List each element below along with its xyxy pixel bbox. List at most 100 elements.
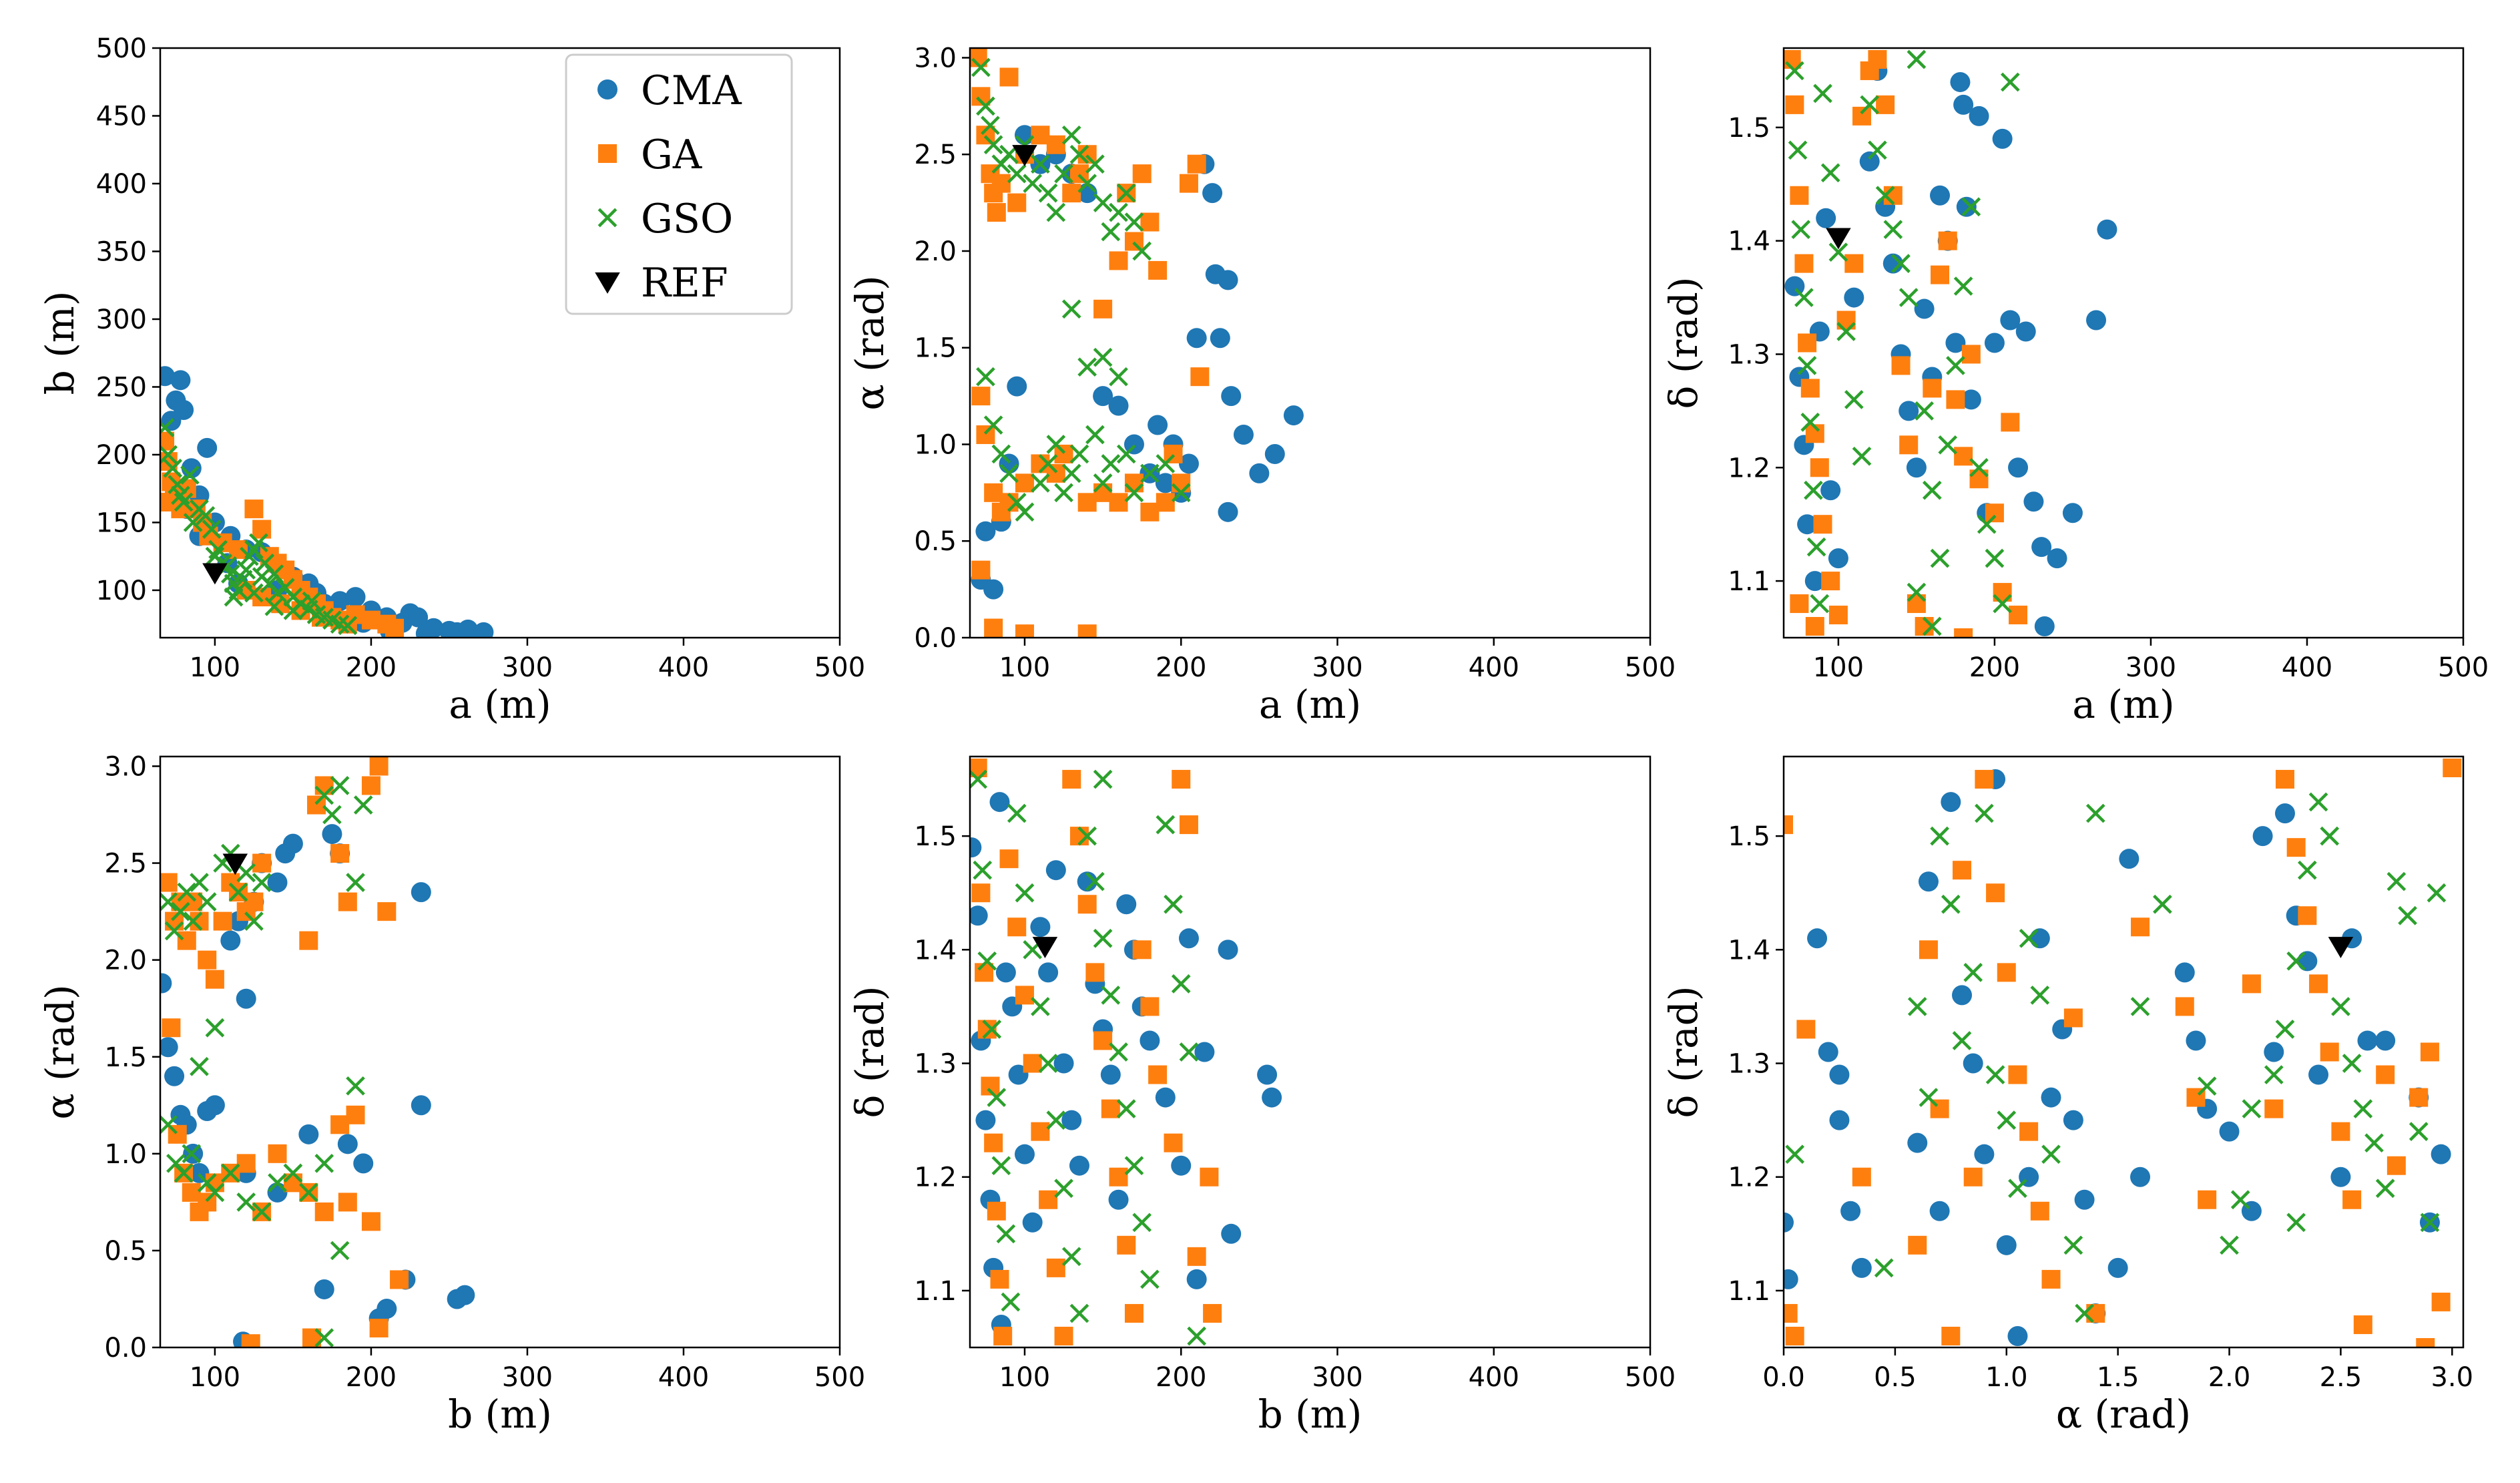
- data-point-gso: [171, 901, 190, 921]
- data-point-ga: [2030, 1201, 2049, 1221]
- data-point-gso: [160, 418, 175, 437]
- data-point-cma: [1178, 928, 1199, 949]
- data-point-ga: [2286, 838, 2306, 857]
- data-point-ga: [1109, 251, 1128, 270]
- y-tick-label: 1.3: [1728, 1049, 1770, 1080]
- y-axis-label: δ (rad): [1661, 276, 1706, 409]
- data-point-ga: [1975, 770, 1994, 789]
- data-point-ga: [1124, 1303, 1144, 1323]
- data-point-ga: [990, 1269, 1009, 1289]
- plot-frame: [159, 755, 841, 1349]
- data-point-ga: [1923, 379, 1942, 398]
- series-ref: [202, 563, 228, 585]
- y-tick-label: 1.4: [1728, 935, 1770, 966]
- data-point-gso: [973, 860, 993, 880]
- data-point-ga: [1132, 940, 1152, 960]
- data-point-gso: [2386, 871, 2407, 891]
- data-point-cma: [2308, 1064, 2329, 1085]
- series-gso: [1785, 792, 2447, 1323]
- data-point-cma: [353, 1153, 374, 1174]
- data-point-ga: [2443, 759, 2462, 778]
- data-point-ga: [1187, 154, 1206, 174]
- data-point-ga: [1790, 186, 1809, 205]
- data-point-cma: [970, 837, 982, 858]
- data-point-ga: [1085, 963, 1105, 982]
- data-point-ga: [1796, 1020, 1816, 1039]
- data-point-ga: [1785, 95, 1804, 114]
- y-tick-label: 1.0: [914, 429, 957, 460]
- data-point-gso: [2019, 928, 2039, 948]
- data-point-ga: [971, 883, 991, 903]
- data-point-cma: [1840, 1201, 1861, 1221]
- data-point-gso: [2298, 860, 2317, 880]
- data-point-gso: [183, 513, 203, 532]
- data-point-cma: [160, 1037, 178, 1058]
- data-point-gso: [1985, 1065, 2005, 1084]
- data-point-gso: [1919, 1088, 1939, 1107]
- data-point-ref: [202, 563, 228, 585]
- data-point-cma: [1093, 386, 1113, 407]
- data-point-gso: [205, 546, 225, 566]
- data-point-gso: [1038, 183, 1058, 203]
- data-point-ga: [268, 1144, 287, 1163]
- chart-panel-3: 100 200 300 400 500 1.1 1.2 1.3 1.4 1.5 a (m) δ (ra…: [1661, 47, 2489, 727]
- data-point-ga: [1908, 1235, 1927, 1255]
- legend-label: REF: [641, 260, 728, 306]
- data-point-gso: [2364, 1133, 2384, 1152]
- data-point-gso: [991, 444, 1011, 464]
- data-point-gso: [1922, 480, 1942, 500]
- data-point-cma: [2086, 310, 2107, 331]
- x-tick-label: 2.0: [2208, 1362, 2251, 1393]
- data-point-cma: [1851, 1257, 1872, 1278]
- data-point-ga: [1140, 212, 1160, 232]
- data-point-gso: [2275, 1020, 2295, 1039]
- y-tick-label: 0.0: [104, 1333, 147, 1363]
- data-point-ga: [1093, 483, 1113, 502]
- data-point-cma: [473, 622, 494, 638]
- data-point-ga: [1810, 458, 1829, 477]
- data-point-ga: [2342, 1190, 2362, 1209]
- x-tick-label: 300: [1312, 652, 1362, 683]
- data-point-gso: [1124, 212, 1144, 232]
- data-point-cma: [2062, 503, 2083, 523]
- data-point-ga: [1117, 1235, 1136, 1255]
- data-point-gso: [983, 135, 1003, 155]
- data-point-gso: [1797, 356, 1817, 375]
- data-point-gso: [1836, 322, 1856, 341]
- data-point-cma: [1045, 860, 1066, 881]
- data-point-ga: [2063, 1008, 2083, 1028]
- data-point-ga: [1093, 299, 1113, 319]
- data-point-gso: [1171, 974, 1191, 994]
- data-point-gso: [164, 921, 184, 941]
- x-tick-label: 100: [1813, 652, 1864, 683]
- data-point-gso: [1061, 1247, 1081, 1267]
- data-point-ga: [1828, 606, 1848, 625]
- data-point-cma: [1233, 425, 1254, 445]
- data-point-ga: [1868, 49, 1887, 69]
- data-point-gso: [252, 873, 272, 892]
- data-point-gso: [190, 1056, 209, 1076]
- data-point-cma: [1030, 917, 1051, 937]
- data-point-cma: [1262, 1087, 1282, 1108]
- data-point-ga: [1124, 473, 1144, 493]
- data-point-ga: [2175, 997, 2194, 1016]
- data-point-gso: [1054, 483, 1073, 503]
- x-tick-label: 1.0: [1985, 1362, 2028, 1393]
- data-point-cma: [1069, 1155, 1089, 1176]
- data-point-ref: [1826, 228, 1851, 250]
- legend-label: GA: [641, 132, 702, 178]
- data-point-cma: [970, 905, 988, 926]
- data-point-ga: [390, 1270, 409, 1289]
- data-point-gso: [996, 1224, 1016, 1244]
- legend-entry-ga: GA: [598, 132, 702, 178]
- data-point-gso: [1891, 254, 1911, 273]
- legend-box: [565, 53, 793, 315]
- data-point-ga: [1844, 254, 1864, 273]
- x-tick-label: 200: [1156, 652, 1206, 683]
- data-point-cma: [1108, 1189, 1129, 1210]
- data-point-cma: [2357, 1030, 2378, 1051]
- data-point-gso: [1785, 1144, 1805, 1164]
- data-point-ga: [1800, 379, 1820, 398]
- data-point-gso: [180, 465, 200, 485]
- data-point-gso: [2320, 826, 2340, 846]
